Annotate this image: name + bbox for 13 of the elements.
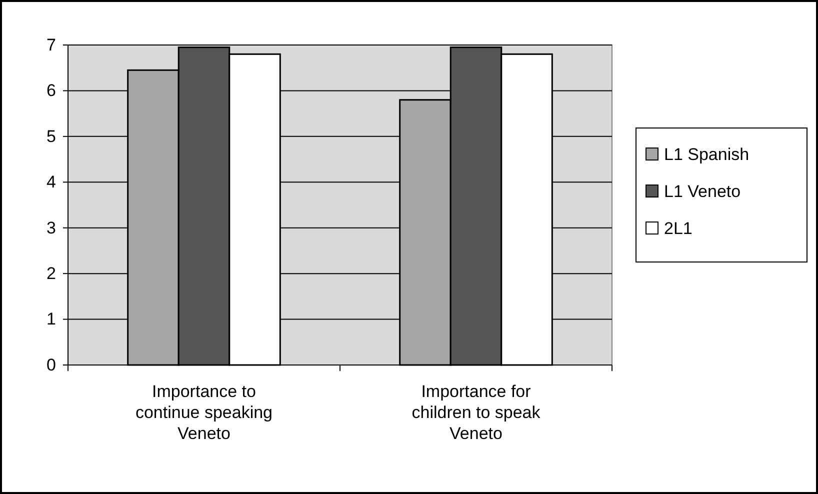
y-tick-label: 0 xyxy=(46,355,56,374)
legend-label: L1 Spanish xyxy=(664,145,750,164)
legend-label: 2L1 xyxy=(664,219,692,238)
y-tick-label: 4 xyxy=(46,172,56,192)
x-tick-label: Importance for children to speak Veneto xyxy=(412,382,541,443)
legend-label: L1 Veneto xyxy=(664,182,741,201)
y-tick-label: 5 xyxy=(46,126,56,146)
y-tick-label: 1 xyxy=(46,310,56,329)
x-tick-label: Importance to continue speaking Veneto xyxy=(135,382,273,443)
y-tick-label: 6 xyxy=(46,81,56,100)
y-tick-label: 2 xyxy=(46,264,56,284)
y-tick-label: 7 xyxy=(46,35,56,54)
y-tick-label: 3 xyxy=(46,218,56,238)
